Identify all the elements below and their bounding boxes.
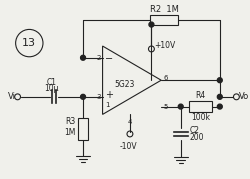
- Text: +10V: +10V: [154, 41, 176, 50]
- Text: R3: R3: [65, 117, 75, 126]
- Circle shape: [15, 94, 20, 100]
- Circle shape: [148, 46, 154, 52]
- Polygon shape: [102, 46, 161, 114]
- Circle shape: [217, 104, 222, 109]
- Text: 5G23: 5G23: [114, 80, 134, 89]
- Bar: [188, 101, 212, 112]
- Circle shape: [16, 29, 43, 57]
- Bar: [78, 118, 88, 140]
- Text: R4: R4: [195, 91, 205, 100]
- Text: 4: 4: [128, 119, 132, 125]
- Circle shape: [234, 94, 239, 100]
- Text: 2: 2: [96, 55, 100, 61]
- Text: C2: C2: [190, 125, 200, 135]
- Text: 3: 3: [96, 94, 100, 100]
- Text: 5: 5: [163, 104, 168, 110]
- Text: -10V: -10V: [119, 142, 137, 151]
- Bar: [150, 15, 178, 25]
- Circle shape: [217, 78, 222, 83]
- Text: 6: 6: [163, 75, 168, 81]
- Circle shape: [80, 55, 86, 60]
- Text: 200: 200: [190, 133, 204, 142]
- Circle shape: [80, 94, 86, 99]
- Text: 1M: 1M: [64, 129, 75, 137]
- Circle shape: [149, 22, 154, 27]
- Text: Vo: Vo: [239, 92, 250, 101]
- Circle shape: [217, 94, 222, 99]
- Text: 13: 13: [22, 38, 36, 48]
- Text: −: −: [105, 54, 114, 64]
- Circle shape: [127, 131, 133, 137]
- Text: C1: C1: [47, 78, 57, 87]
- Text: 10μ: 10μ: [44, 84, 59, 93]
- Text: Vi: Vi: [8, 92, 16, 101]
- Text: R2  1M: R2 1M: [150, 5, 178, 14]
- Circle shape: [178, 104, 183, 109]
- Text: 100k: 100k: [191, 113, 210, 122]
- Text: +: +: [106, 90, 114, 100]
- Text: 1: 1: [106, 102, 110, 108]
